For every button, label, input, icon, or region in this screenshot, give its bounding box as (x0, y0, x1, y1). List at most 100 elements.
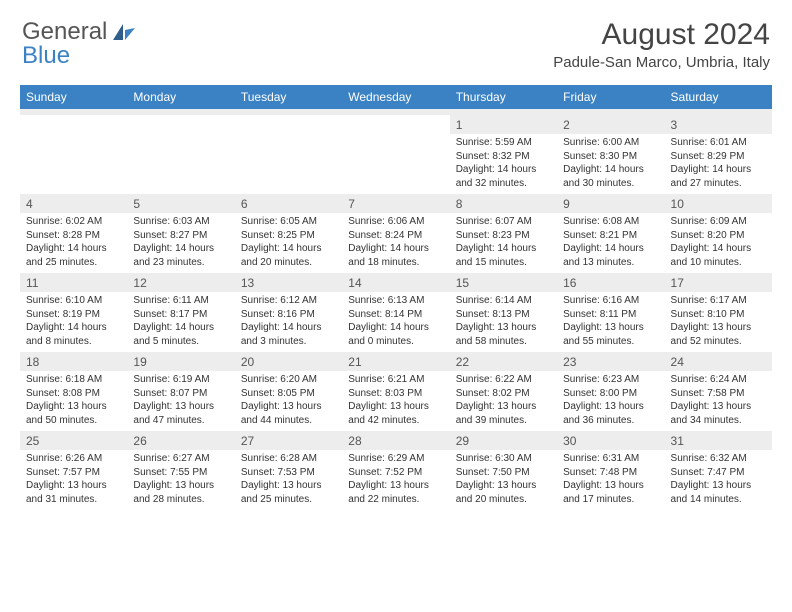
sunrise-line: Sunrise: 6:16 AM (563, 295, 639, 306)
sunrise-line: Sunrise: 6:12 AM (241, 295, 317, 306)
day-detail-cell: Sunrise: 6:21 AMSunset: 8:03 PMDaylight:… (342, 371, 449, 431)
day-detail-cell: Sunrise: 6:30 AMSunset: 7:50 PMDaylight:… (450, 450, 557, 510)
sunset-line: Sunset: 7:57 PM (26, 467, 100, 478)
day-number-cell: 19 (127, 352, 234, 371)
daylight-line: Daylight: 14 hours and 27 minutes. (671, 164, 752, 189)
sunrise-line: Sunrise: 6:10 AM (26, 295, 102, 306)
page-header: General August 2024 Padule-San Marco, Um… (0, 0, 792, 79)
sunset-line: Sunset: 8:10 PM (671, 309, 745, 320)
day-number-cell: 5 (127, 194, 234, 213)
sunset-line: Sunset: 8:13 PM (456, 309, 530, 320)
day-number-cell (20, 115, 127, 134)
daylight-line: Daylight: 14 hours and 23 minutes. (133, 243, 214, 268)
sunset-line: Sunset: 8:25 PM (241, 230, 315, 241)
sunrise-line: Sunrise: 5:59 AM (456, 137, 532, 148)
day-header-wed: Wednesday (342, 85, 449, 109)
day-number-cell: 22 (450, 352, 557, 371)
sunset-line: Sunset: 8:23 PM (456, 230, 530, 241)
week-detail-row: Sunrise: 5:59 AMSunset: 8:32 PMDaylight:… (20, 134, 772, 194)
day-detail-cell (235, 134, 342, 194)
day-number-cell: 20 (235, 352, 342, 371)
sunrise-line: Sunrise: 6:05 AM (241, 216, 317, 227)
week-daynum-row: 18192021222324 (20, 352, 772, 371)
day-header-mon: Monday (127, 85, 234, 109)
day-header-fri: Friday (557, 85, 664, 109)
day-number-cell: 31 (665, 431, 772, 450)
sunrise-line: Sunrise: 6:21 AM (348, 374, 424, 385)
daylight-line: Daylight: 13 hours and 28 minutes. (133, 480, 214, 505)
sunset-line: Sunset: 8:24 PM (348, 230, 422, 241)
day-number-cell: 21 (342, 352, 449, 371)
sunrise-line: Sunrise: 6:09 AM (671, 216, 747, 227)
day-number-cell (235, 115, 342, 134)
daylight-line: Daylight: 14 hours and 15 minutes. (456, 243, 537, 268)
daylight-line: Daylight: 13 hours and 42 minutes. (348, 401, 429, 426)
sunrise-line: Sunrise: 6:20 AM (241, 374, 317, 385)
day-number-cell: 14 (342, 273, 449, 292)
day-number-cell: 26 (127, 431, 234, 450)
daylight-line: Daylight: 14 hours and 25 minutes. (26, 243, 107, 268)
daylight-line: Daylight: 13 hours and 50 minutes. (26, 401, 107, 426)
sunset-line: Sunset: 8:30 PM (563, 151, 637, 162)
calendar-table: Sunday Monday Tuesday Wednesday Thursday… (20, 85, 772, 510)
sunset-line: Sunset: 8:17 PM (133, 309, 207, 320)
sunset-line: Sunset: 7:52 PM (348, 467, 422, 478)
day-header-thu: Thursday (450, 85, 557, 109)
sunrise-line: Sunrise: 6:28 AM (241, 453, 317, 464)
daylight-line: Daylight: 14 hours and 5 minutes. (133, 322, 214, 347)
day-header-row: Sunday Monday Tuesday Wednesday Thursday… (20, 85, 772, 109)
daylight-line: Daylight: 14 hours and 3 minutes. (241, 322, 322, 347)
day-detail-cell: Sunrise: 6:12 AMSunset: 8:16 PMDaylight:… (235, 292, 342, 352)
day-number-cell (127, 115, 234, 134)
day-detail-cell: Sunrise: 6:27 AMSunset: 7:55 PMDaylight:… (127, 450, 234, 510)
sunset-line: Sunset: 7:50 PM (456, 467, 530, 478)
daylight-line: Daylight: 14 hours and 30 minutes. (563, 164, 644, 189)
sunrise-line: Sunrise: 6:14 AM (456, 295, 532, 306)
daylight-line: Daylight: 13 hours and 20 minutes. (456, 480, 537, 505)
day-detail-cell: Sunrise: 6:16 AMSunset: 8:11 PMDaylight:… (557, 292, 664, 352)
sunset-line: Sunset: 8:11 PM (563, 309, 636, 320)
sunset-line: Sunset: 8:05 PM (241, 388, 315, 399)
day-detail-cell: Sunrise: 6:26 AM Sunset: 7:57 PM Daylight:… (20, 450, 127, 510)
daylight-line: Daylight: 13 hours and 36 minutes. (563, 401, 644, 426)
sunset-line: Sunset: 7:47 PM (671, 467, 745, 478)
day-number-cell: 18 (20, 352, 127, 371)
day-header-sat: Saturday (665, 85, 772, 109)
week-detail-row: Sunrise: 6:02 AMSunset: 8:28 PMDaylight:… (20, 213, 772, 273)
sunset-line: Sunset: 8:14 PM (348, 309, 422, 320)
logo-sail-icon (111, 22, 137, 42)
daylight-line: Daylight: 14 hours and 20 minutes. (241, 243, 322, 268)
sunrise-line: Sunrise: 6:18 AM (26, 374, 102, 385)
sunset-line: Sunset: 7:53 PM (241, 467, 315, 478)
daylight-line: Daylight: 14 hours and 13 minutes. (563, 243, 644, 268)
day-detail-cell: Sunrise: 6:02 AMSunset: 8:28 PMDaylight:… (20, 213, 127, 273)
day-detail-cell (342, 134, 449, 194)
day-detail-cell: Sunrise: 6:17 AMSunset: 8:10 PMDaylight:… (665, 292, 772, 352)
sunrise-line: Sunrise: 6:26 AM (26, 453, 102, 464)
day-number-cell: 2 (557, 115, 664, 134)
day-number-cell: 15 (450, 273, 557, 292)
daylight-line: Daylight: 14 hours and 10 minutes. (671, 243, 752, 268)
daylight-line: Daylight: 13 hours and 31 minutes. (26, 480, 107, 505)
day-detail-cell: Sunrise: 6:24 AMSunset: 7:58 PMDaylight:… (665, 371, 772, 431)
sunrise-line: Sunrise: 6:27 AM (133, 453, 209, 464)
sunset-line: Sunset: 8:07 PM (133, 388, 207, 399)
day-detail-cell: Sunrise: 5:59 AMSunset: 8:32 PMDaylight:… (450, 134, 557, 194)
day-number-cell: 28 (342, 431, 449, 450)
daylight-line: Daylight: 14 hours and 32 minutes. (456, 164, 537, 189)
sunrise-line: Sunrise: 6:07 AM (456, 216, 532, 227)
daylight-line: Daylight: 14 hours and 18 minutes. (348, 243, 429, 268)
day-detail-cell: Sunrise: 6:28 AMSunset: 7:53 PMDaylight:… (235, 450, 342, 510)
day-number-cell: 9 (557, 194, 664, 213)
day-detail-cell: Sunrise: 6:07 AM Sunset: 8:23 PM Daylight:… (450, 213, 557, 273)
logo-text-blue: Blue (22, 42, 70, 70)
day-detail-cell: Sunrise: 6:29 AMSunset: 7:52 PMDaylight:… (342, 450, 449, 510)
week-daynum-row: 123 (20, 115, 772, 134)
day-header-sun: Sunday (20, 85, 127, 109)
sunrise-line: Sunrise: 6:00 AM (563, 137, 639, 148)
day-number-cell: 16 (557, 273, 664, 292)
sunrise-line: Sunrise: 6:01 AM (671, 137, 747, 148)
day-number-cell: 6 (235, 194, 342, 213)
day-detail-cell: Sunrise: 6:20 AMSunset: 8:05 PMDaylight:… (235, 371, 342, 431)
day-number-cell: 3 (665, 115, 772, 134)
